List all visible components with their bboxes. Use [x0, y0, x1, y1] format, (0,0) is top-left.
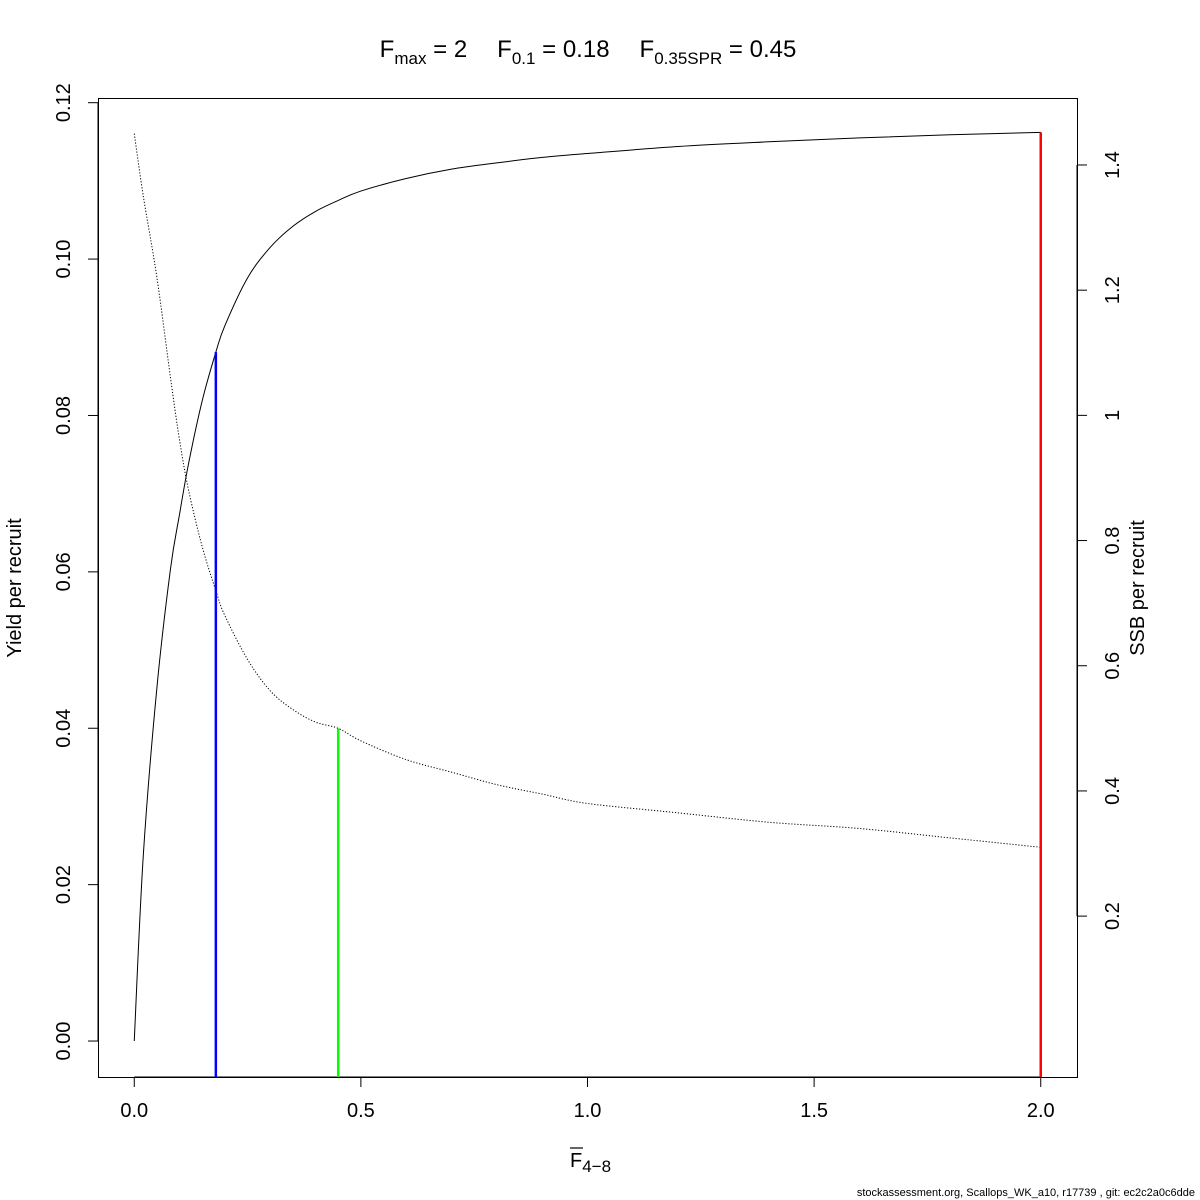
- chart-title: Fmax = 2 F0.1 = 0.18 F0.35SPR = 0.45: [380, 36, 797, 68]
- y-right-axis: 0.2 0.4 0.6 0.8 1 1.2 1.4: [1076, 151, 1124, 930]
- y-right-tick-label: 0.6: [1102, 652, 1124, 680]
- y-left-axis: 0.00 0.02 0.04 0.06 0.08 0.10 0.12: [53, 83, 99, 1061]
- y-left-tick-label: 0.00: [53, 1022, 75, 1061]
- x-axis: 0.0 0.5 1.0 1.5 2.0: [120, 1076, 1055, 1122]
- yield-per-recruit-curve: [133, 131, 1041, 1042]
- y-left-axis-title: Yield per recruit: [4, 518, 26, 658]
- y-right-axis-title: SSB per recruit: [1127, 520, 1149, 656]
- title-fspr-value: = 0.45: [722, 36, 796, 63]
- y-right-tick-label: 0.4: [1102, 777, 1124, 805]
- title-fmax-symbol: F: [380, 36, 395, 63]
- title-fmax-sub: max: [394, 49, 427, 68]
- title-f01-sub: 0.1: [512, 49, 536, 68]
- title-f01-symbol: F: [497, 36, 512, 63]
- title-fspr-symbol: F: [640, 36, 655, 63]
- y-left-tick-label: 0.04: [53, 709, 75, 748]
- x-tick-label: 2.0: [1027, 1100, 1055, 1122]
- y-right-tick-label: 1.4: [1102, 151, 1124, 179]
- x-axis-title-sub: 4−8: [582, 1157, 611, 1176]
- x-axis-title: F4−8: [570, 1147, 611, 1176]
- plot-frame: [98, 98, 1078, 1078]
- title-f01-value: = 0.18: [535, 36, 609, 63]
- x-tick-label: 0.0: [120, 1100, 148, 1122]
- x-tick-label: 1.0: [574, 1100, 602, 1122]
- x-tick-label: 0.5: [347, 1100, 375, 1122]
- x-axis-title-symbol: F: [570, 1150, 582, 1172]
- y-right-tick-label: 0.2: [1102, 902, 1124, 930]
- y-left-tick-label: 0.12: [53, 83, 75, 122]
- y-left-tick-label: 0.06: [53, 552, 75, 591]
- reference-lines: [214, 132, 1042, 1077]
- series-layer: [133, 131, 1041, 1042]
- ssb-per-recruit-curve: [133, 133, 1041, 848]
- y-right-tick-label: 1.2: [1102, 276, 1124, 304]
- y-right-tick-label: 1: [1102, 410, 1124, 421]
- x-tick-label: 1.5: [800, 1100, 828, 1122]
- y-left-tick-label: 0.02: [53, 865, 75, 904]
- y-right-tick-label: 0.8: [1102, 527, 1124, 555]
- title-fmax-value: = 2: [426, 36, 467, 63]
- y-left-tick-label: 0.08: [53, 396, 75, 435]
- svg-text:F4−8: F4−8: [570, 1150, 611, 1176]
- footer-source: stockassessment.org, Scallops_WK_a10, r1…: [857, 1187, 1195, 1199]
- title-fspr-sub: 0.35SPR: [654, 49, 722, 68]
- y-left-tick-label: 0.10: [53, 240, 75, 279]
